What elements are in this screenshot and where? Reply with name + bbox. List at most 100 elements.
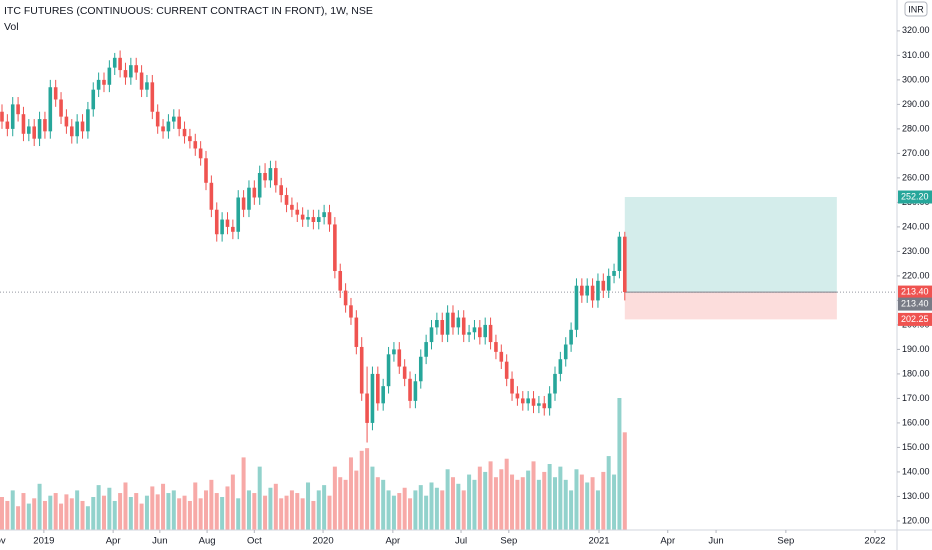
candle-body: [86, 109, 90, 132]
candle-body: [198, 148, 203, 159]
volume-bar: [96, 485, 101, 530]
volume-bar: [21, 493, 26, 530]
candle-body: [188, 136, 192, 142]
y-tick-label: 280.00: [902, 123, 930, 133]
x-tick-label: Sep: [777, 536, 794, 547]
x-tick-label: Jun: [708, 536, 723, 547]
candle-body: [209, 182, 214, 210]
volume-bar: [569, 490, 574, 530]
candle-body: [322, 212, 326, 218]
candle-body: [424, 342, 428, 357]
candle-body: [43, 119, 47, 132]
candle-body: [542, 403, 547, 409]
volume-bar: [585, 482, 590, 530]
candle-body: [461, 317, 466, 335]
candle-body: [204, 158, 208, 183]
candle-body: [214, 209, 219, 235]
candle-body: [612, 271, 616, 276]
volume-bar: [450, 477, 455, 530]
candle-body: [333, 224, 337, 272]
x-tick-label: Jul: [455, 536, 467, 547]
volume-bar: [606, 456, 611, 530]
candle-body: [16, 104, 20, 115]
volume-bar: [477, 466, 482, 530]
volume-bar: [510, 474, 515, 530]
candle-body: [96, 79, 101, 90]
volume-bar: [306, 482, 311, 530]
volume-bar: [268, 487, 273, 530]
y-tick-label: 150.00: [902, 442, 930, 452]
candle-body: [606, 275, 611, 291]
volume-bar: [488, 461, 493, 530]
plot-area: [0, 50, 897, 530]
candle-body: [537, 403, 541, 406]
candle-body: [520, 398, 525, 404]
candle-body: [601, 280, 606, 291]
volume-bar: [10, 490, 15, 530]
price-badge: [898, 312, 932, 326]
candle-body: [112, 57, 117, 68]
candle-body: [376, 373, 380, 404]
volume-bar: [424, 495, 429, 530]
candle-body: [231, 226, 235, 232]
candle-body: [483, 324, 487, 338]
candle-body: [478, 327, 482, 338]
candle-body: [268, 168, 273, 181]
candle-body: [381, 386, 385, 404]
price-badge: [898, 297, 932, 311]
candle-body: [402, 366, 407, 379]
volume-bar: [112, 500, 117, 530]
candle-body: [257, 172, 262, 198]
volume-bar: [504, 458, 509, 530]
candle-body: [21, 114, 26, 134]
candle-body: [558, 359, 563, 374]
y-tick-label: 270.00: [902, 148, 930, 158]
volume-bar: [547, 464, 552, 530]
candle-body: [69, 126, 74, 137]
volume-bar: [0, 497, 4, 530]
candle-body: [488, 324, 493, 343]
candle-body: [445, 312, 450, 335]
volume-bar: [381, 479, 386, 530]
volume-bar: [241, 457, 246, 530]
candle-body: [241, 197, 246, 210]
price-badge: [898, 190, 932, 204]
volume-bar: [139, 503, 144, 530]
volume-bar: [59, 503, 64, 530]
volume-bar: [542, 471, 547, 530]
volume-bar: [91, 497, 96, 530]
y-tick-label: 120.00: [902, 515, 930, 525]
y-tick-label: 230.00: [902, 246, 930, 256]
candle-body: [338, 271, 343, 291]
volume-bar: [456, 483, 461, 530]
volume-bar: [617, 398, 622, 530]
volume-bar: [343, 479, 348, 530]
volume-bar: [579, 474, 584, 530]
volume-bar: [236, 498, 241, 530]
candle-body: [263, 172, 267, 181]
candle-body: [150, 82, 155, 112]
candle-body: [134, 65, 139, 73]
volume-bar: [37, 483, 42, 530]
candle-body: [161, 126, 165, 132]
candle-body: [225, 219, 230, 227]
volume-bar: [536, 479, 541, 530]
candle-body: [349, 305, 353, 318]
volume-bar: [520, 477, 525, 530]
volume-bar: [171, 490, 176, 530]
y-tick-label: 310.00: [902, 50, 930, 60]
candle-body: [236, 197, 241, 232]
x-tick-label: 2022: [864, 536, 885, 547]
candle-body: [386, 354, 391, 387]
candle-body: [408, 378, 412, 401]
candle-body: [155, 111, 160, 127]
candle-body: [290, 204, 294, 210]
x-tick-label: 2019: [33, 536, 54, 547]
currency-badge[interactable]: [904, 1, 928, 17]
y-tick-label: 190.00: [902, 344, 930, 354]
volume-bar: [300, 498, 305, 530]
candle-body: [247, 187, 251, 210]
candle-body: [596, 280, 600, 301]
volume-bar: [413, 490, 418, 530]
candle-body: [27, 126, 31, 134]
